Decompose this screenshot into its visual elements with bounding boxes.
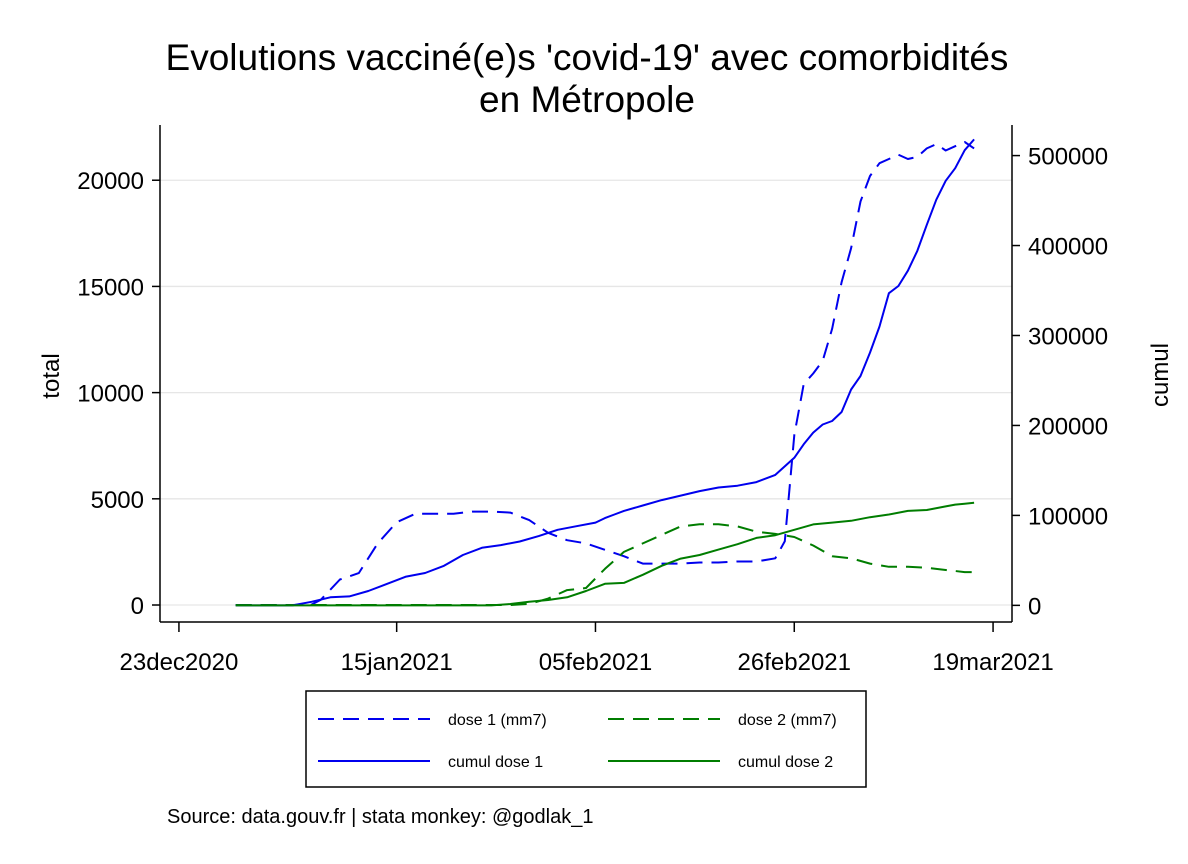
y-right-tick-label: 400000 — [1028, 234, 1108, 261]
y-left-tick-label: 10000 — [77, 381, 144, 408]
series-line-3 — [235, 501, 975, 607]
x-tick-label: 15jan2021 — [341, 649, 453, 676]
y-right-tick-label: 200000 — [1028, 413, 1108, 440]
series-line-0 — [235, 141, 975, 606]
y-axis-right-title: cumul — [1147, 343, 1174, 407]
legend-label-3: cumul dose 2 — [738, 754, 833, 771]
legend-label-0: dose 1 (mm7) — [448, 712, 547, 729]
y-left-tick-label: 15000 — [77, 274, 144, 301]
source-caption: Source: data.gouv.fr | stata monkey: @go… — [167, 806, 593, 828]
gridlines — [160, 179, 1012, 606]
y-right-tick-label: 100000 — [1028, 503, 1108, 530]
x-tick-label: 26feb2021 — [738, 649, 851, 676]
x-tick-label: 19mar2021 — [932, 649, 1053, 676]
series-layer — [235, 138, 975, 607]
legend: dose 1 (mm7) dose 2 (mm7) cumul dose 1 cumu… — [305, 690, 867, 788]
chart-title-line-2: en Métropole — [479, 79, 695, 120]
y-left-tick-label: 5000 — [91, 487, 144, 514]
x-tick-label: 23dec2020 — [120, 649, 239, 676]
y-right-tick-label: 300000 — [1028, 323, 1108, 350]
y-right-tick-label: 0 — [1028, 593, 1041, 620]
series-line-1 — [235, 523, 975, 606]
y-right-tick-label: 500000 — [1028, 144, 1108, 171]
y-axis-left-title: total — [38, 353, 65, 398]
legend-box — [305, 690, 867, 788]
legend-label-2: cumul dose 1 — [448, 754, 543, 771]
y-left-tick-label: 0 — [131, 593, 144, 620]
axes: 0500010000150002000001000002000003000004… — [77, 125, 1108, 676]
chart-title-line-1: Evolutions vacciné(e)s 'covid-19' avec c… — [166, 37, 1009, 78]
x-tick-label: 05feb2021 — [539, 649, 652, 676]
y-left-tick-label: 20000 — [77, 168, 144, 195]
legend-label-1: dose 2 (mm7) — [738, 712, 837, 729]
series-line-2 — [235, 138, 975, 607]
